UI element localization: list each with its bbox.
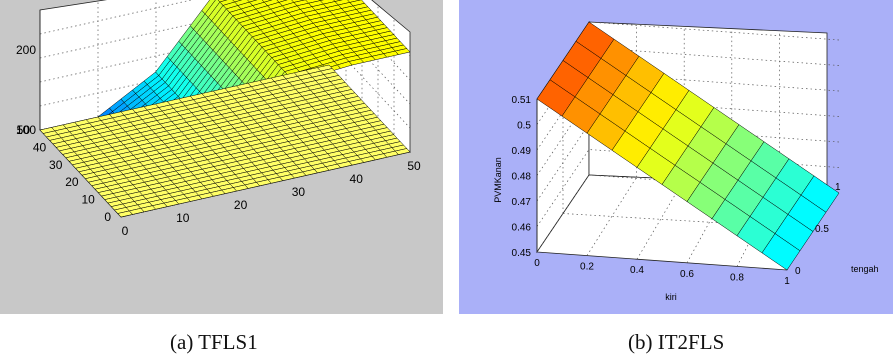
z-tick-label: 0.46 (512, 223, 532, 234)
y-tick-label: 0 (104, 210, 111, 224)
x-axis-label: kiri (665, 292, 677, 302)
y-axis-label: tengah (851, 264, 879, 274)
z-tick-label: 0.47 (512, 197, 532, 208)
z-tick-label: 0.51 (512, 95, 532, 106)
z-tick-label: 0.5 (517, 121, 531, 132)
surface-plot-it2fls: 0 0.2 0.4 0.6 0.8 1 0 0.5 1 0.45 0.46 0.47 0.48 0.49 0… (459, 0, 893, 314)
y-tick-label: 0 (795, 266, 801, 277)
z-tick-label: 0.45 (512, 248, 532, 259)
surface-rising-cell (394, 48, 411, 55)
x-tick-label: 0.8 (730, 272, 744, 283)
x-tick-label: 1 (784, 276, 790, 287)
x-tick-label: 0.2 (580, 262, 594, 273)
x-tick-label: 0 (534, 258, 540, 269)
x-tick-label: 0.6 (680, 269, 694, 280)
y-tick-label: 10 (81, 193, 95, 207)
x-tick-label: 10 (176, 211, 190, 225)
x-tick-label: 50 (407, 159, 421, 173)
x-tick-label: 40 (350, 172, 364, 186)
x-tick-label: 20 (234, 198, 248, 212)
caption-tfls1: (a) TFLS1 (170, 330, 258, 354)
z-tick-label: 0.48 (512, 172, 532, 183)
y-tick-label: 50 (17, 123, 31, 137)
x-tick-label: 0 (122, 224, 129, 238)
y-tick-label: 1 (835, 182, 841, 193)
y-tick-label: 30 (49, 158, 63, 172)
y-tick-label: 0.5 (815, 224, 829, 235)
z-tick-label: 200 (16, 43, 36, 57)
surface-flat-cell (394, 148, 411, 155)
z-tick-label: 0.49 (512, 146, 532, 157)
x-tick-label: 30 (292, 185, 306, 199)
z-axis-label: PVMKanan (493, 157, 503, 203)
z-tick-label: 100 (16, 123, 36, 137)
y-tick-label: 40 (33, 140, 47, 154)
y-tick-label: 20 (65, 175, 79, 189)
floor-grid-x (586, 177, 637, 256)
surface-cell (761, 233, 801, 271)
surface-plot-tfls1: 0 10 20 30 40 50 0 10 20 30 40 50 100 200 (0, 0, 443, 314)
x-tick-label: 0.4 (630, 265, 644, 276)
surface-plot-it2fls-canvas: 0 0.2 0.4 0.6 0.8 100.510.450.460.470.480.490… (459, 0, 893, 314)
caption-it2fls: (b) IT2FLS (628, 330, 725, 354)
